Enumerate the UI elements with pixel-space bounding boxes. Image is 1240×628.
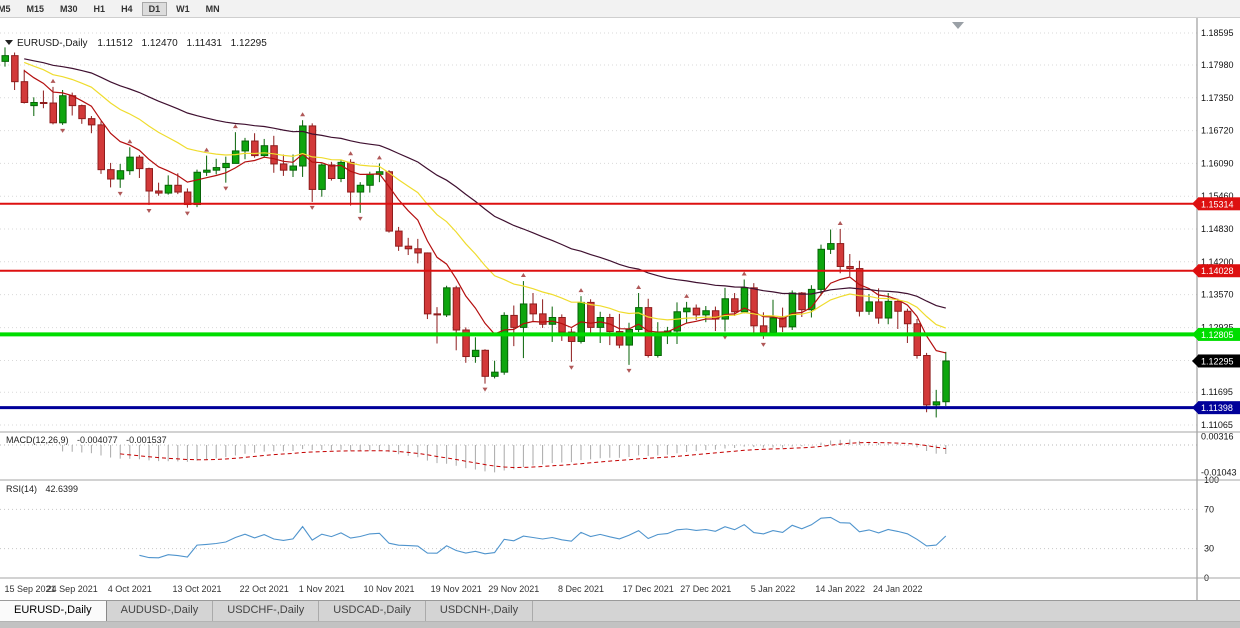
ohlc-low: 1.11431 <box>186 38 222 49</box>
svg-text:24 Sep 2021: 24 Sep 2021 <box>47 584 98 594</box>
svg-text:19 Nov 2021: 19 Nov 2021 <box>431 584 482 594</box>
period-button-M15[interactable]: M15 <box>26 3 45 14</box>
candlestick-series <box>1 47 950 418</box>
svg-text:1.12295: 1.12295 <box>1201 356 1234 366</box>
ohlc-open: 1.11512 <box>97 38 133 49</box>
period-button-H1[interactable]: H1 <box>93 3 106 14</box>
svg-text:10 Nov 2021: 10 Nov 2021 <box>363 584 414 594</box>
period-button-M5[interactable]: M5 <box>0 3 11 14</box>
svg-text:13 Oct 2021: 13 Oct 2021 <box>172 584 221 594</box>
ohlc-close: 1.12295 <box>231 38 268 49</box>
symbol-label: EURUSD-,Daily <box>17 38 88 49</box>
period-button-D1[interactable]: D1 <box>141 1 168 16</box>
timeframe-toolbar: M5 M15 M30 H1 H4 D1 W1 MN <box>0 0 1240 18</box>
svg-text:29 Nov 2021: 29 Nov 2021 <box>488 584 539 594</box>
chart-tab-eurusddaily[interactable]: EURUSD-,Daily <box>0 601 107 621</box>
svg-text:EURUSD-,Daily 1.11512: EURUSD-,Daily 1.11512 1.12470 1.11431 1.… <box>17 38 267 49</box>
svg-text:-0.01043: -0.01043 <box>1201 467 1237 477</box>
svg-text:1.12935: 1.12935 <box>1201 323 1234 333</box>
svg-text:17 Dec 2021: 17 Dec 2021 <box>623 584 674 594</box>
svg-text:14 Jan 2022: 14 Jan 2022 <box>815 584 865 594</box>
svg-text:1.16720: 1.16720 <box>1201 126 1234 136</box>
svg-text:24 Jan 2022: 24 Jan 2022 <box>873 584 923 594</box>
chart-title: EURUSD-,Daily 1.11512 1.12470 1.11431 1.… <box>5 38 267 49</box>
rsi-label: RSI(14) 42.6399 <box>6 484 78 494</box>
svg-text:1.17350: 1.17350 <box>1201 93 1234 103</box>
chart-tab-usdcnhdaily[interactable]: USDCNH-,Daily <box>425 601 534 621</box>
svg-text:27 Dec 2021: 27 Dec 2021 <box>680 584 731 594</box>
moving-average-lines <box>23 58 947 354</box>
chart-tab-usdchfdaily[interactable]: USDCHF-,Daily <box>213 601 320 621</box>
svg-text:1.15314: 1.15314 <box>1201 199 1234 209</box>
chart-shift-marker-icon[interactable] <box>952 22 964 29</box>
svg-text:22 Oct 2021: 22 Oct 2021 <box>240 584 289 594</box>
chart-tab-usdcaddaily[interactable]: USDCAD-,Daily <box>319 601 426 621</box>
svg-text:15 Sep 2021: 15 Sep 2021 <box>4 584 55 594</box>
svg-text:5 Jan 2022: 5 Jan 2022 <box>751 584 796 594</box>
svg-text:1.14200: 1.14200 <box>1201 257 1234 267</box>
svg-text:1.14830: 1.14830 <box>1201 224 1234 234</box>
period-button-H4[interactable]: H4 <box>121 3 133 14</box>
symbol-tab-bar: EURUSD-,Daily AUDUSD-,Daily USDCHF-,Daily U… <box>0 600 1240 621</box>
svg-text:1.16090: 1.16090 <box>1201 158 1234 168</box>
svg-text:1.11065: 1.11065 <box>1201 420 1233 430</box>
svg-text:1 Nov 2021: 1 Nov 2021 <box>299 584 345 594</box>
svg-text:30: 30 <box>1204 544 1214 554</box>
svg-text:1.15460: 1.15460 <box>1201 191 1234 201</box>
price-scale[interactable]: 1.18595 1.17980 1.17350 1.16720 1.16090 1.154… <box>0 18 1240 600</box>
period-button-MN[interactable]: MN <box>205 3 220 14</box>
horizontal-line-objects[interactable] <box>0 202 1197 410</box>
svg-text:1.11398: 1.11398 <box>1201 403 1233 413</box>
svg-text:1.14028: 1.14028 <box>1201 266 1234 276</box>
svg-text:1.12805: 1.12805 <box>1201 330 1234 340</box>
period-button-M30[interactable]: M30 <box>60 3 78 14</box>
svg-text:1.18595: 1.18595 <box>1201 28 1234 38</box>
window-bottom-strip <box>0 621 1240 628</box>
svg-text:1.11695: 1.11695 <box>1201 387 1233 397</box>
symbol-dropdown-triangle-icon[interactable] <box>5 40 13 45</box>
period-button-W1[interactable]: W1 <box>176 3 190 14</box>
svg-text:0.00316: 0.00316 <box>1201 432 1234 442</box>
svg-text:1.13570: 1.13570 <box>1201 290 1234 300</box>
macd-indicator-pane: 0.00316 -0.01043 <box>0 432 1237 477</box>
svg-text:8 Dec 2021: 8 Dec 2021 <box>558 584 604 594</box>
grid-layer <box>0 32 1197 426</box>
svg-text:1.17980: 1.17980 <box>1201 60 1234 70</box>
svg-text:70: 70 <box>1204 504 1214 514</box>
ohlc-high: 1.12470 <box>142 38 179 49</box>
price-label-boxes: 1.15314 1.14028 1.12805 1.11398 1.12295 <box>1192 197 1240 415</box>
macd-label: MACD(12,26,9) -0.004077 -0.001537 <box>6 435 167 445</box>
chart-tab-audusddaily[interactable]: AUDUSD-,Daily <box>106 601 214 621</box>
chart-area: 0.00316 -0.01043 100 70 30 0 1.18595 1.17980 1… <box>0 18 1240 600</box>
fractal-markers <box>50 78 843 392</box>
svg-text:4 Oct 2021: 4 Oct 2021 <box>108 584 152 594</box>
